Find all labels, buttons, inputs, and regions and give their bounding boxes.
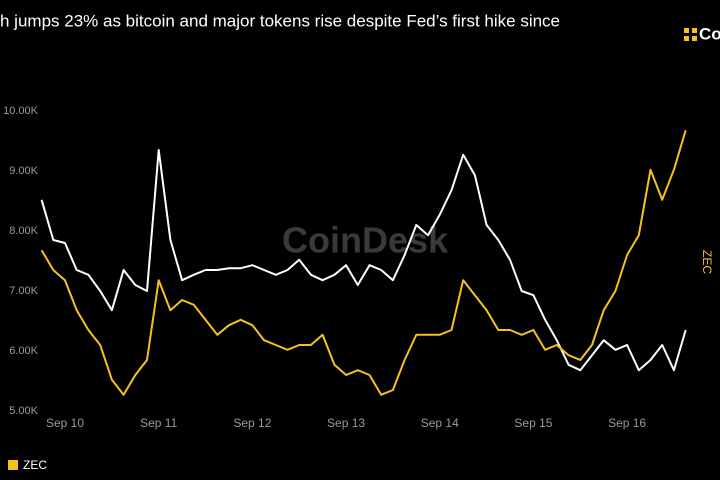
- x-tick-label: Sep 10: [46, 416, 84, 430]
- legend-label: ZEC: [23, 458, 47, 472]
- logo-icon: [692, 36, 697, 41]
- chart-title: h jumps 23% as bitcoin and major tokens …: [0, 11, 560, 30]
- y2-axis-label: ZEC: [700, 250, 714, 274]
- legend-swatch: [8, 460, 18, 470]
- logo-text: Co: [699, 24, 720, 43]
- y-tick-label: 6.00K: [9, 345, 38, 357]
- x-tick-label: Sep 14: [421, 416, 459, 430]
- x-tick-label: Sep 15: [514, 416, 552, 430]
- line: [40, 149, 687, 372]
- x-tick-label: Sep 12: [233, 416, 271, 430]
- line: [40, 129, 687, 396]
- x-tick-label: Sep 16: [608, 416, 646, 430]
- y-tick-label: 5.00K: [9, 405, 38, 417]
- y-tick-label: 9.00K: [9, 165, 38, 177]
- x-tick-label: Sep 11: [140, 416, 177, 430]
- x-tick-label: Sep 13: [327, 416, 365, 430]
- y-tick-label: 10.00K: [3, 105, 39, 117]
- y-tick-label: 7.00K: [9, 285, 38, 297]
- y-tick-label: 8.00K: [9, 225, 38, 237]
- watermark: CoinDesk: [282, 220, 449, 261]
- logo-icon: [684, 36, 689, 41]
- logo-icon: [684, 28, 689, 33]
- logo: Co: [684, 24, 720, 43]
- logo-icon: [692, 28, 697, 33]
